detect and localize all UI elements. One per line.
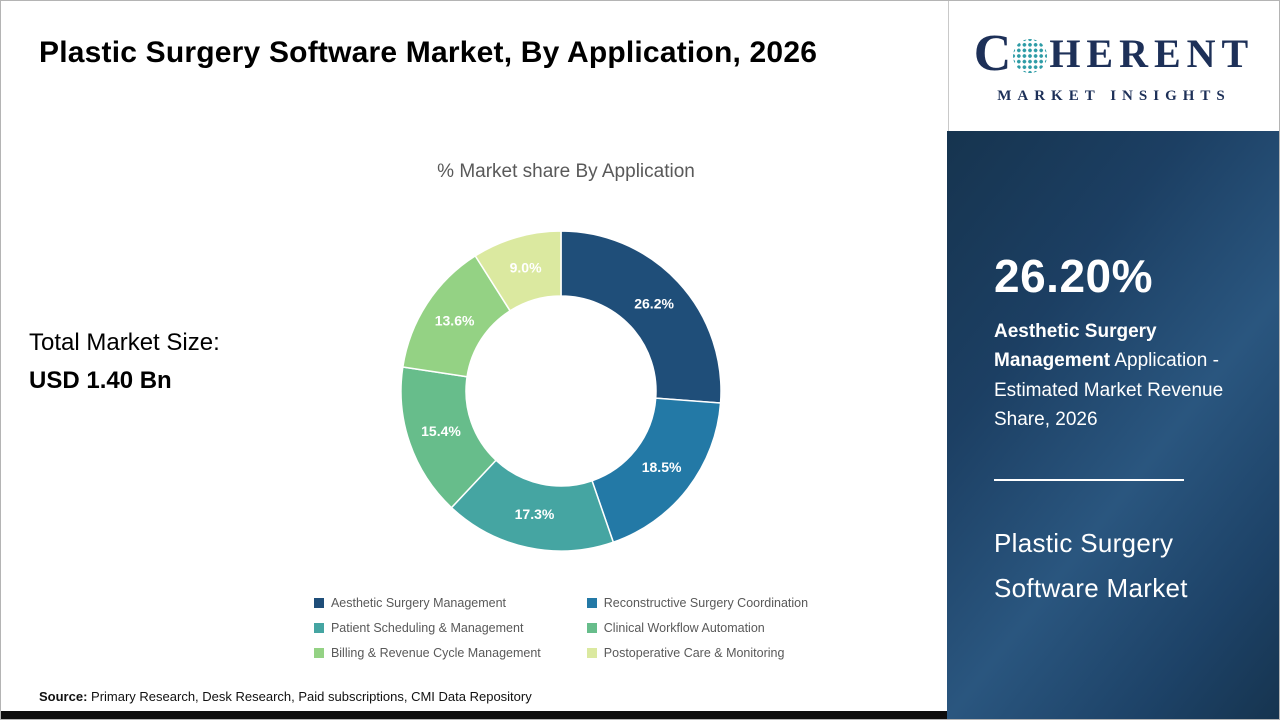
panel-divider	[994, 478, 1184, 481]
brand-letter-c: C	[973, 24, 1012, 82]
legend-swatch-icon	[586, 648, 597, 658]
legend-label: Clinical Workflow Automation	[603, 621, 765, 635]
legend-swatch-icon	[313, 648, 324, 658]
legend-swatch-icon	[313, 598, 324, 608]
donut-segment-label-0: 26.2%	[634, 295, 674, 311]
donut-segment-label-5: 9.0%	[510, 260, 542, 276]
donut-chart: 26.2% 18.5% 17.3% 15.4% 13.6% 9.0%	[391, 221, 731, 561]
total-market-size-label: Total Market Size:	[29, 329, 220, 356]
donut-segment-5	[474, 230, 562, 312]
highlight-description-bold: Aesthetic Surgery Management	[994, 321, 1157, 372]
source-line: Source: Primary Research, Desk Research,…	[39, 689, 532, 704]
source-text: Primary Research, Desk Research, Paid su…	[87, 689, 532, 704]
legend-label: Patient Scheduling & Management	[330, 621, 524, 635]
chart-legend: Aesthetic Surgery Management Reconstructi…	[201, 596, 921, 660]
market-name-line1: Plastic Surgery	[994, 527, 1174, 558]
legend-label: Postoperative Care & Monitoring	[603, 646, 785, 660]
brand-tagline: MARKET INSIGHTS	[997, 87, 1231, 104]
legend-swatch-icon	[586, 623, 597, 633]
legend-item-5: Postoperative Care & Monitoring	[586, 646, 808, 660]
brand-logo-panel: C HERENT MARKET INSIGHTS	[948, 1, 1279, 131]
donut-segment-label-2: 17.3%	[515, 506, 555, 522]
bottom-accent-bar	[1, 711, 950, 719]
brand-letters-rest: HERENT	[1049, 30, 1255, 76]
donut-segment-label-4: 13.6%	[435, 312, 475, 328]
highlight-percentage: 26.20%	[994, 250, 1154, 302]
legend-item-1: Reconstructive Surgery Coordination	[586, 596, 809, 610]
legend-item-2: Patient Scheduling & Management	[313, 621, 541, 635]
donut-segment-label-1: 18.5%	[642, 459, 682, 475]
highlight-side-panel: 26.20% Aesthetic Surgery Management Appl…	[947, 131, 1279, 719]
legend-item-3: Clinical Workflow Automation	[586, 621, 808, 635]
market-name: Plastic Surgery Software Market	[994, 521, 1249, 612]
source-label: Source:	[39, 689, 88, 704]
chart-title: % Market share By Application	[437, 161, 695, 182]
donut-chart-svg: 26.2% 18.5% 17.3% 15.4% 13.6% 9.0%	[400, 230, 722, 552]
legend-item-4: Billing & Revenue Cycle Management	[313, 646, 541, 660]
donut-segment-label-3: 15.4%	[421, 423, 461, 439]
legend-label: Billing & Revenue Cycle Management	[330, 646, 541, 660]
market-name-line2: Software Market	[994, 573, 1188, 604]
dotted-globe-icon	[1013, 38, 1048, 73]
brand-logo: C HERENT	[973, 24, 1255, 82]
legend-swatch-icon	[586, 598, 597, 608]
page-title: Plastic Surgery Software Market, By Appl…	[39, 36, 818, 69]
donut-segment-0	[560, 230, 722, 404]
legend-item-0: Aesthetic Surgery Management	[313, 596, 541, 610]
legend-label: Reconstructive Surgery Coordination	[603, 596, 809, 610]
legend-swatch-icon	[313, 623, 324, 633]
highlight-description: Aesthetic Surgery Management Application…	[994, 317, 1246, 435]
total-market-size-value: USD 1.40 Bn	[29, 367, 172, 394]
highlight-description-rest: Application - Estimated Market Revenue S…	[994, 350, 1224, 431]
legend-label: Aesthetic Surgery Management	[330, 596, 507, 610]
total-market-size-block: Total Market Size: USD 1.40 Bn	[29, 329, 220, 395]
